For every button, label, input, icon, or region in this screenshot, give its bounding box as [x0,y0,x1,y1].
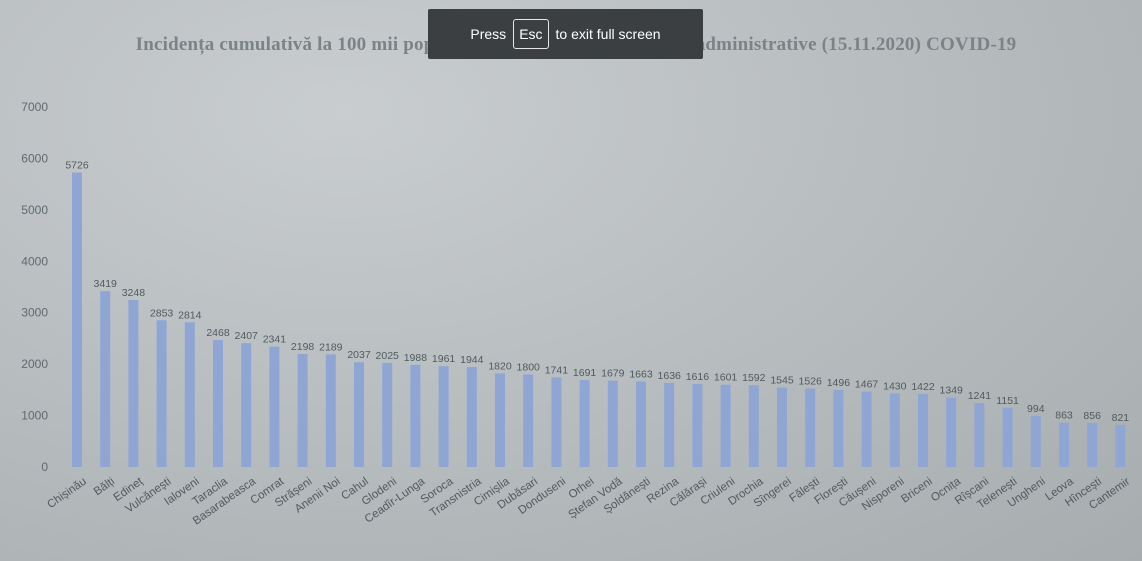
y-tick-label: 0 [41,460,48,474]
bars-group [72,172,1126,467]
bar-value-label: 2853 [150,307,174,319]
bar [523,374,534,467]
bar-value-label: 1496 [827,377,851,389]
bar [213,340,223,467]
bar-value-label: 1526 [799,376,823,388]
bar-value-label: 1988 [404,352,428,364]
bar-value-label: 2189 [319,341,343,353]
esc-key-badge: Esc [513,19,549,49]
bar-value-label: 1151 [996,395,1019,407]
bar [889,393,900,467]
bar [128,299,139,467]
bar [269,346,280,467]
bar [636,381,646,467]
bar [720,384,731,467]
bar-value-label: 1663 [629,368,653,380]
press-text: Press [470,26,507,42]
bar-value-label: 5726 [65,160,89,172]
exit-fullscreen-text: to exit full screen [555,26,661,42]
bar [748,385,759,467]
bar-value-label: 994 [1027,403,1045,415]
y-tick-label: 2000 [21,357,48,371]
bar [833,390,844,467]
y-tick-label: 7000 [21,100,48,114]
bar [946,397,957,467]
bar-value-label: 2025 [376,350,400,362]
bar [100,291,111,467]
bar-value-label: 3419 [94,278,118,290]
bar-value-label: 856 [1083,410,1101,422]
bar-value-label: 2198 [291,341,315,353]
bar [325,354,336,467]
bar-value-label: 1820 [488,360,512,372]
y-tick-label: 5000 [21,203,48,217]
bar [297,353,308,467]
bar [777,387,787,467]
bar [495,373,505,467]
bar-value-label: 1741 [545,364,569,376]
y-tick-label: 4000 [21,254,48,268]
y-axis: 0 1000 2000 3000 4000 5000 6000 7000 [21,100,48,474]
bar [438,366,449,467]
bar [466,367,477,467]
bar [354,362,364,467]
bar [156,320,167,467]
bar-value-label: 1422 [911,381,935,393]
bar-value-label: 1601 [714,372,738,384]
value-labels-group: 5726 3419 3248 2853 2814 2468 2407 2341 2198 2189… [65,160,1129,424]
y-tick-label: 1000 [21,409,48,423]
bar [1087,422,1098,467]
bar [579,380,590,467]
bar-value-label: 1241 [968,390,992,402]
bar-value-label: 1944 [460,354,484,366]
bar-value-label: 1800 [517,361,541,373]
bar-value-label: 1616 [686,371,710,383]
bar-value-label: 2407 [235,330,259,342]
bar [382,362,393,467]
bar [664,382,675,467]
bar [918,393,928,467]
bar-value-label: 863 [1055,410,1073,422]
bar-value-label: 2037 [347,349,371,361]
x-axis-labels-group: Chișinău BălțiEdinețVulcăneștiIaloveniTar… [45,475,1132,527]
bar-value-label: 821 [1112,412,1130,424]
bar [861,391,872,467]
y-tick-label: 3000 [21,306,48,320]
bar-value-label: 2341 [263,334,287,346]
bar [72,172,82,467]
bar-value-label: 2468 [206,327,230,339]
bar-value-label: 1636 [658,370,682,382]
x-category-label: Briceni [899,476,935,506]
bar-value-label: 1961 [432,353,456,365]
bar [607,380,618,467]
y-tick-label: 6000 [21,151,48,165]
bar-value-label: 3248 [122,287,146,299]
bar-value-label: 2814 [178,309,202,321]
bar [1002,407,1013,467]
bar [1059,422,1069,467]
bar-value-label: 1679 [601,368,625,380]
bar [410,364,421,467]
bar [551,377,562,467]
bar [692,383,703,467]
bar [1115,424,1126,467]
bar-value-label: 1545 [770,375,794,387]
bar-value-label: 1430 [883,380,907,392]
bar-value-label: 1691 [573,367,597,379]
bar [184,322,195,467]
bar [241,343,252,467]
bar-value-label: 1349 [940,385,964,397]
fullscreen-exit-notice: Press Esc to exit full screen [428,9,703,59]
bar-value-label: 1467 [855,379,879,391]
bar-value-label: 1592 [742,372,766,384]
bar [974,403,985,467]
x-category-label: Chișinău [45,476,89,511]
bar [1030,415,1041,467]
bar [805,388,816,467]
